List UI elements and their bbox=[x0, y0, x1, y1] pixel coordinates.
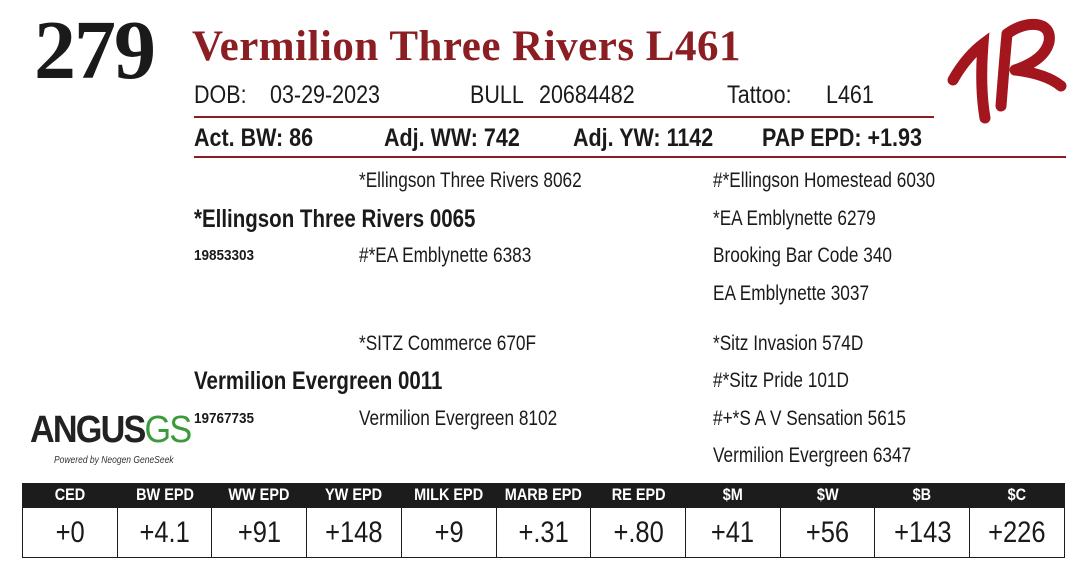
epd-header: $M bbox=[685, 483, 781, 508]
epd-value: +.80 bbox=[590, 507, 687, 558]
epd-header: YW EPD bbox=[306, 483, 402, 508]
epd-header: RE EPD bbox=[590, 483, 686, 508]
epd-value: +148 bbox=[306, 507, 402, 558]
sire-dam: #*EA Emblynette 6383 bbox=[359, 244, 532, 267]
epd-value: +91 bbox=[211, 507, 308, 558]
logo-main: ANGUS bbox=[30, 409, 146, 451]
epd-header: MILK EPD bbox=[400, 483, 497, 508]
dam-dam-sire: #+*S A V Sensation 5615 bbox=[713, 407, 906, 430]
actual-birth-weight: Act. BW: 86 bbox=[194, 124, 314, 152]
sire-sire-dam: *EA Emblynette 6279 bbox=[713, 207, 876, 230]
epd-header: $B bbox=[874, 483, 970, 508]
epd-value: +9 bbox=[400, 507, 497, 558]
angus-gs-logo: ANGUSGS bbox=[30, 409, 193, 451]
epd-header: MARB EPD bbox=[495, 483, 591, 508]
tattoo-label: Tattoo: bbox=[727, 81, 792, 109]
pap-epd: PAP EPD: +1.93 bbox=[762, 124, 922, 152]
sex-label: BULL bbox=[470, 81, 524, 109]
epd-value: +41 bbox=[685, 507, 781, 558]
adjusted-yearling-weight: Adj. YW: 1142 bbox=[573, 124, 714, 152]
epd-header: CED bbox=[22, 483, 118, 508]
lot-number: 279 bbox=[34, 4, 156, 97]
dob-label: DOB: bbox=[194, 81, 247, 109]
dam-name: Vermilion Evergreen 0011 bbox=[194, 367, 443, 395]
dam-dam: Vermilion Evergreen 8102 bbox=[359, 407, 558, 430]
adjusted-weaning-weight: Adj. WW: 742 bbox=[384, 124, 520, 152]
epd-value: +56 bbox=[779, 507, 876, 558]
dam-sire-dam: #*Sitz Pride 101D bbox=[713, 369, 849, 392]
epd-value: +.31 bbox=[495, 507, 592, 558]
epd-value: +4.1 bbox=[116, 507, 213, 558]
epd-value-row: +0 +4.1 +91 +148 +9 +.31 +.80 +41 +56 +1… bbox=[22, 507, 1065, 558]
epd-header: $C bbox=[969, 483, 1065, 508]
sire-name: *Ellingson Three Rivers 0065 bbox=[194, 205, 476, 233]
epd-table: CED BW EPD WW EPD YW EPD MILK EPD MARB E… bbox=[22, 483, 1065, 558]
epd-value: +226 bbox=[969, 507, 1065, 558]
epd-header: BW EPD bbox=[116, 483, 212, 508]
registration-number: 20684482 bbox=[539, 81, 635, 109]
performance-divider bbox=[194, 156, 1066, 158]
sire-sire: *Ellingson Three Rivers 8062 bbox=[359, 169, 582, 192]
animal-name: Vermilion Three Rivers L461 bbox=[192, 23, 741, 70]
dam-sire: *SITZ Commerce 670F bbox=[359, 332, 537, 355]
tattoo-value: L461 bbox=[826, 81, 874, 109]
dam-sire-sire: *Sitz Invasion 574D bbox=[713, 332, 864, 355]
sire-dam-sire: Brooking Bar Code 340 bbox=[713, 244, 893, 267]
logo-suffix: GS bbox=[144, 409, 193, 451]
epd-value: +0 bbox=[22, 507, 118, 558]
sire-sire-sire: #*Ellingson Homestead 6030 bbox=[713, 169, 936, 192]
epd-header-row: CED BW EPD WW EPD YW EPD MILK EPD MARB E… bbox=[22, 483, 1065, 508]
epd-value: +143 bbox=[874, 507, 971, 558]
dob-value: 03-29-2023 bbox=[270, 81, 380, 109]
epd-header: $W bbox=[779, 483, 875, 508]
epd-header: WW EPD bbox=[211, 483, 307, 508]
sire-dam-dam: EA Emblynette 3037 bbox=[713, 282, 870, 305]
dam-dam-dam: Vermilion Evergreen 6347 bbox=[713, 444, 912, 467]
sire-registration: 19853303 bbox=[194, 247, 255, 264]
brand-mark-icon bbox=[947, 18, 1067, 124]
logo-tagline: Powered by Neogen GeneSeek bbox=[54, 455, 174, 466]
header-divider bbox=[194, 116, 934, 118]
dam-registration: 19767735 bbox=[194, 410, 255, 427]
